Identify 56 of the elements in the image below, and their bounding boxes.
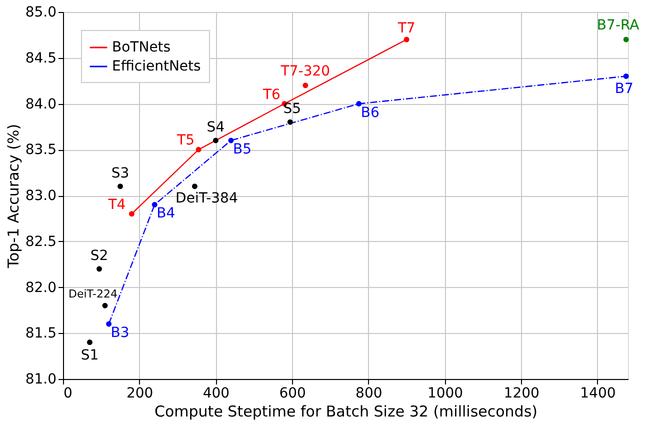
annotation: T6 — [262, 86, 280, 103]
point — [287, 119, 293, 125]
annotation: S5 — [283, 101, 302, 118]
point — [96, 266, 102, 272]
annotation: DeiT-224 — [68, 288, 118, 301]
annotation: B7 — [614, 81, 634, 98]
annotation: S1 — [80, 347, 99, 364]
annotation: T7 — [396, 20, 416, 37]
y-tick-label: 83.5 — [25, 142, 56, 158]
y-tick-label: 84.5 — [25, 50, 56, 66]
y-axis-title: Top-1 Accuracy (%) — [4, 124, 22, 270]
point — [623, 73, 629, 79]
annotation: B6 — [360, 104, 380, 121]
point — [196, 146, 202, 152]
point — [228, 138, 234, 144]
x-axis-title: Compute Steptime for Batch Size 32 (milliseconds) — [154, 402, 538, 420]
annotation: S4 — [206, 119, 225, 136]
annotation: DeiT-384 — [176, 190, 238, 206]
y-tick-label: 81.0 — [25, 372, 56, 388]
annotation: T4 — [107, 196, 126, 213]
point — [102, 302, 108, 308]
y-tick-label: 82.5 — [25, 234, 56, 250]
y-tick-label: 84.0 — [25, 96, 56, 112]
y-tick-label: 81.5 — [25, 326, 56, 342]
y-tick-label: 83.0 — [25, 188, 56, 204]
x-tick-label: 600 — [279, 386, 306, 402]
point — [212, 138, 218, 144]
x-tick-label: 400 — [202, 386, 230, 402]
annotation: T7-320 — [280, 63, 330, 80]
y-tick-label: 85.0 — [25, 4, 56, 20]
x-tick-label: 1400 — [580, 386, 616, 402]
legend-label: BoTNets — [112, 40, 171, 56]
annotation: T5 — [176, 132, 195, 149]
x-tick-label: 800 — [356, 386, 382, 402]
point — [86, 340, 92, 346]
x-tick-label: 200 — [126, 386, 154, 402]
point — [623, 36, 629, 42]
legend-label: EfficientNets — [112, 58, 201, 74]
point — [356, 101, 362, 106]
annotation: S3 — [111, 165, 130, 182]
point — [118, 184, 124, 190]
point — [192, 184, 198, 190]
x-tick-label: 1200 — [504, 386, 540, 402]
annotation: B7-RA — [596, 18, 640, 34]
point — [106, 321, 112, 327]
point — [404, 36, 410, 42]
point — [128, 211, 134, 217]
point — [302, 82, 308, 88]
point — [152, 202, 158, 208]
x-tick-label: 1000 — [427, 386, 464, 402]
annotation: B3 — [110, 324, 130, 341]
y-tick-label: 82.0 — [25, 280, 56, 296]
annotation: B5 — [232, 141, 252, 158]
annotation: S2 — [90, 248, 108, 264]
annotation: B4 — [156, 206, 176, 222]
x-tick-label: 0 — [64, 386, 72, 402]
